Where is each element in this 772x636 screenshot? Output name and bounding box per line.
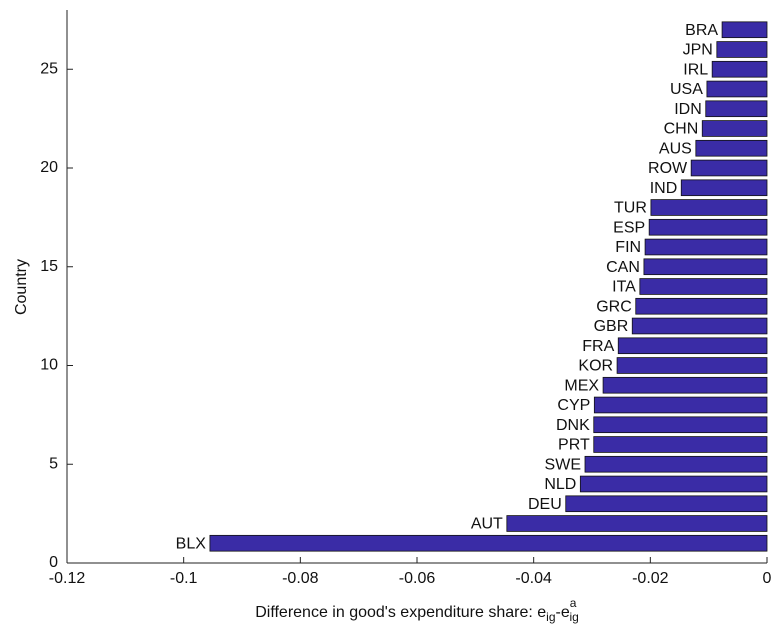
bar [695, 139, 768, 157]
bar [643, 258, 768, 276]
bar-label: AUT [471, 516, 503, 533]
bar [602, 376, 768, 394]
bar [690, 159, 768, 177]
y-tick-label: 20 [40, 159, 58, 176]
bar [579, 475, 768, 493]
bar [593, 436, 768, 453]
bar-label: IRL [683, 61, 708, 78]
bar [584, 455, 768, 473]
bar-label: CHN [664, 121, 699, 138]
bar-label: CAN [606, 259, 640, 276]
bar [648, 218, 768, 236]
bar [711, 60, 768, 78]
y-tick-label: 25 [40, 60, 58, 77]
y-tick-label: 15 [40, 258, 58, 275]
y-tick-label: 5 [49, 455, 58, 472]
bar-label: KOR [578, 358, 613, 375]
bar [721, 21, 768, 39]
x-tick-label: 0 [763, 570, 772, 587]
bar [706, 80, 768, 98]
bar-label: GRC [596, 298, 632, 315]
bar [209, 534, 768, 552]
bar [716, 41, 768, 58]
bar-label: JPN [683, 42, 713, 59]
bar [565, 495, 768, 513]
bar-label: DNK [556, 417, 590, 434]
bar [644, 238, 768, 256]
x-label-mid: -e [556, 604, 570, 621]
bar [593, 416, 768, 434]
x-label-sup: a [570, 596, 577, 610]
y-tick-label: 10 [40, 357, 58, 374]
bar-label: IND [650, 180, 678, 197]
x-tick-label: -0.12 [49, 570, 86, 587]
x-axis-label: Difference in good's expenditure share: … [255, 596, 579, 624]
y-axis-label: Country [13, 259, 30, 315]
x-label-sub: ig [569, 610, 578, 624]
bar [650, 199, 768, 216]
bar-label: FRA [582, 338, 614, 355]
bar-label: TUR [614, 200, 647, 217]
bar [639, 278, 768, 295]
bar [631, 317, 768, 335]
x-label-text: Difference in good's expenditure share: … [255, 604, 546, 621]
bar-label: ITA [612, 279, 636, 296]
bar [680, 179, 768, 197]
x-tick-label: -0.02 [632, 570, 669, 587]
bar [617, 337, 768, 355]
bar-label: IDN [674, 101, 702, 118]
x-tick-label: -0.04 [515, 570, 552, 587]
bar [616, 357, 768, 374]
bar [506, 515, 768, 532]
bar [593, 396, 768, 414]
bar-label: ROW [648, 160, 688, 177]
bar-label: PRT [558, 437, 590, 454]
y-tick-label: 0 [49, 554, 58, 571]
bar-label: MEX [564, 377, 599, 394]
bar-label: DEU [528, 496, 562, 513]
bar-label: BLX [176, 535, 207, 552]
bar-label: SWE [545, 456, 581, 473]
bar-label: FIN [615, 239, 641, 256]
x-label-sub: ig [546, 610, 555, 624]
x-tick-label: -0.08 [282, 570, 319, 587]
bar-label: GBR [594, 318, 629, 335]
x-tick-label: -0.06 [399, 570, 436, 587]
bar-label: BRA [685, 22, 718, 39]
bar-label: ESP [613, 219, 645, 236]
bar-label: AUS [659, 140, 692, 157]
bar [635, 297, 768, 315]
bar-label: NLD [544, 476, 576, 493]
x-tick-label: -0.1 [170, 570, 198, 587]
bar [701, 120, 768, 137]
bar-label: USA [670, 81, 703, 98]
bar [705, 100, 768, 118]
bar-label: CYP [557, 397, 590, 414]
